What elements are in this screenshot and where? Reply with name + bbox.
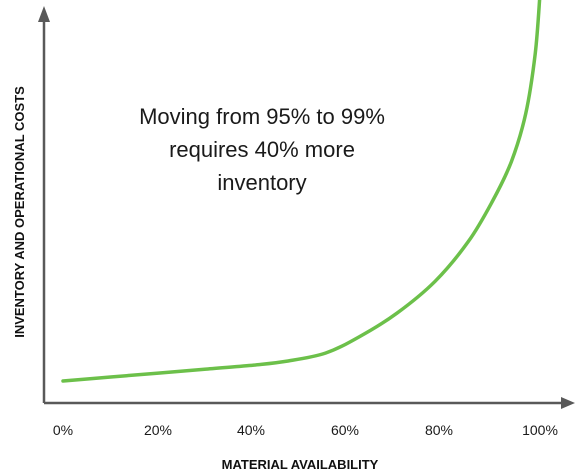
x-tick-label-0: 0%	[53, 422, 73, 438]
x-axis-title: MATERIAL AVAILABILITY	[222, 457, 379, 472]
x-tick-labels: 0% 20% 40% 60% 80% 100%	[53, 422, 558, 438]
series-curve	[61, 0, 542, 383]
y-axis-arrow	[38, 6, 50, 22]
y-axis-title: INVENTORY AND OPERATIONAL COSTS	[12, 86, 27, 338]
annotation: Moving from 95% to 99% requires 40% more…	[139, 104, 385, 195]
x-tick-label-80: 80%	[425, 422, 453, 438]
x-tick-label-40: 40%	[237, 422, 265, 438]
annotation-line-2: requires 40% more	[169, 137, 355, 162]
x-tick-label-100: 100%	[522, 422, 558, 438]
x-tick-label-60: 60%	[331, 422, 359, 438]
annotation-line-1: Moving from 95% to 99%	[139, 104, 385, 129]
plot-area	[38, 0, 575, 409]
annotation-line-3: inventory	[217, 170, 306, 195]
x-axis-arrow	[561, 397, 575, 409]
x-tick-label-20: 20%	[144, 422, 172, 438]
